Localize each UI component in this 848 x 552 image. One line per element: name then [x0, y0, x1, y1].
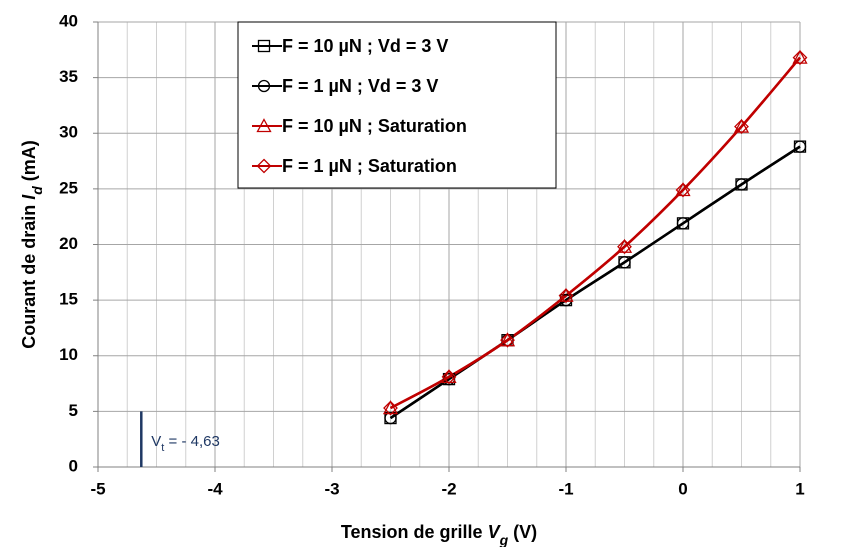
marker [441, 369, 457, 385]
marker [558, 287, 574, 302]
marker [676, 217, 690, 230]
marker [792, 49, 808, 64]
marker [733, 118, 750, 133]
x-axis-title-part: V [488, 522, 502, 542]
y-tick-label: 25 [59, 178, 78, 197]
marker [792, 50, 808, 66]
marker [256, 118, 272, 133]
y-tick-label: 20 [59, 234, 78, 253]
y-tick-label: 5 [69, 401, 78, 420]
x-axis-title-part: (V) [508, 522, 537, 542]
series-line [389, 56, 801, 410]
x-axis-title-part: Tension de grille [341, 522, 488, 542]
marker [618, 256, 631, 269]
marker [500, 332, 515, 348]
x-tick-label: -5 [90, 479, 105, 498]
y-axis-title-part: d [29, 186, 45, 195]
x-tick-label: -1 [558, 479, 573, 498]
legend: F = 10 µN ; Vd = 3 V F = 1 µN ; Vd = 3 V F… [237, 21, 557, 189]
marker [384, 411, 397, 425]
x-tick-label: 1 [795, 479, 804, 498]
marker [558, 288, 574, 304]
y-tick-label: 15 [59, 290, 78, 309]
y-tick-label: 0 [69, 456, 78, 475]
marker [734, 119, 749, 134]
y-tick-label: 40 [59, 11, 78, 30]
annotation-label: Vt = - 4,63 [151, 433, 220, 454]
marker [442, 372, 456, 386]
y-tick-label: 35 [59, 67, 78, 86]
y-axis-title: Courant de drain Id (mA) [19, 140, 45, 349]
y-tick-label: 10 [59, 345, 78, 364]
legend-label: F = 1 µN ; Saturation [282, 156, 457, 176]
y-axis-title-part: (mA) [19, 140, 39, 186]
legend-label: F = 10 µN ; Vd = 3 V [282, 36, 448, 56]
legend-box [237, 21, 557, 189]
annotation-part: = - 4,63 [164, 433, 219, 450]
plot [382, 49, 808, 425]
marker [441, 369, 457, 384]
y-tick-label: 30 [59, 123, 78, 142]
marker [256, 158, 272, 174]
x-tick-label: -4 [207, 479, 223, 498]
x-axis-title-part: g [499, 532, 509, 547]
annotation-part: t [161, 442, 164, 454]
x-tick-label: -2 [441, 479, 456, 498]
marker [257, 39, 271, 53]
marker [383, 400, 398, 416]
y-axis-title-part: I [19, 194, 39, 200]
marker [735, 178, 748, 191]
x-tick-label: 0 [678, 479, 687, 498]
marker [617, 239, 632, 255]
y-axis-title-part: Courant de drain [19, 200, 39, 349]
marker [499, 332, 516, 347]
marker [257, 79, 271, 93]
x-axis-title: Tension de grille Vg (V) [341, 522, 537, 547]
marker [675, 182, 691, 197]
marker [793, 140, 807, 153]
marker [382, 400, 399, 415]
marker [675, 182, 691, 198]
annotation-part: V [151, 433, 161, 450]
marker [616, 238, 633, 253]
legend-label: F = 10 µN ; Saturation [282, 116, 467, 136]
x-tick-label: -3 [324, 479, 339, 498]
legend-label: F = 1 µN ; Vd = 3 V [282, 76, 438, 96]
